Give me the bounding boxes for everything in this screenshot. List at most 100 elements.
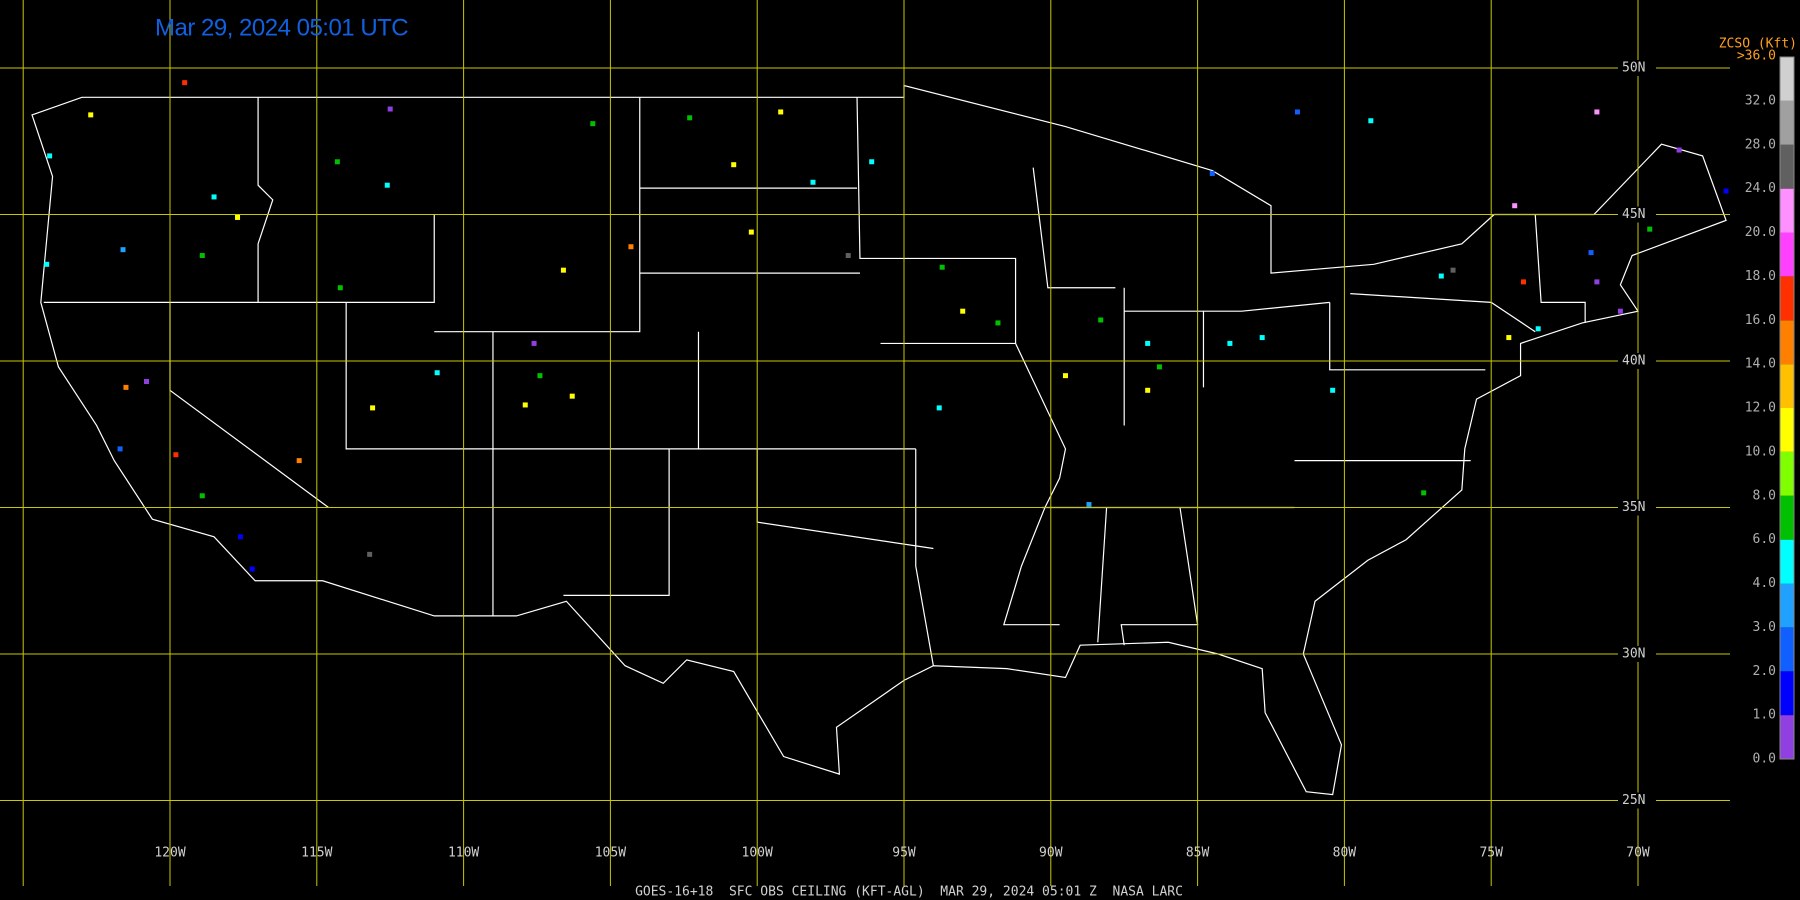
- station: [296, 458, 302, 464]
- colorbar-label: 20.0: [1745, 225, 1776, 240]
- station: [1294, 109, 1300, 115]
- longitude-label: 115W: [301, 846, 332, 861]
- colorbar-segment: [1780, 57, 1794, 101]
- colorbar-segment: [1780, 276, 1794, 321]
- station: [687, 115, 693, 121]
- colorbar-label: 8.0: [1753, 488, 1776, 503]
- station: [939, 264, 945, 270]
- station: [334, 159, 340, 165]
- colorbar-label: 12.0: [1745, 401, 1776, 416]
- station: [845, 253, 851, 259]
- latitude-label: 45N: [1622, 207, 1645, 222]
- station: [1647, 226, 1653, 232]
- colorbar-segment: [1780, 188, 1794, 233]
- colorbar-title: ZCSO (Kft): [1719, 37, 1797, 52]
- station: [1594, 109, 1600, 115]
- longitude-label: 120W: [154, 846, 185, 861]
- station: [1438, 273, 1444, 279]
- colorbar-segment: [1780, 627, 1794, 672]
- station: [235, 214, 241, 220]
- station: [1062, 373, 1068, 379]
- station: [1723, 188, 1729, 194]
- map-title: Mar 29, 2024 05:01 UTC: [155, 14, 408, 41]
- colorbar-label: >36.0: [1737, 49, 1776, 64]
- station: [1520, 279, 1526, 285]
- colorbar-label: 16.0: [1745, 313, 1776, 328]
- station: [249, 566, 255, 572]
- colorbar-segment: [1780, 320, 1794, 365]
- station: [1594, 279, 1600, 285]
- station: [628, 244, 634, 250]
- station: [1098, 317, 1104, 323]
- label-bg: [1618, 499, 1656, 516]
- station: [1450, 267, 1456, 273]
- colorbar-label: 28.0: [1745, 137, 1776, 152]
- colorbar-label: 4.0: [1753, 576, 1776, 591]
- colorbar-segment: [1780, 408, 1794, 452]
- station: [522, 402, 528, 408]
- latitude-label: 50N: [1622, 61, 1645, 76]
- station: [117, 446, 123, 452]
- label-bg: [1618, 353, 1656, 369]
- station: [1086, 502, 1092, 508]
- station: [367, 551, 373, 557]
- longitude-label: 100W: [742, 846, 773, 861]
- footer: GOES-16+18 SFC OBS CEILING (KFT-AGL) MAR…: [635, 885, 1183, 900]
- colorbar-segment: [1780, 100, 1794, 145]
- station: [1535, 326, 1541, 332]
- colorbar-label: 0.0: [1753, 752, 1776, 767]
- longitude-label: 105W: [595, 846, 626, 861]
- outlines: [32, 86, 1726, 795]
- station: [199, 253, 205, 259]
- station: [387, 106, 393, 112]
- colorbar-label: 10.0: [1745, 444, 1776, 459]
- station: [1588, 250, 1594, 256]
- latitude-label: 30N: [1622, 647, 1645, 662]
- colorbar-label: 6.0: [1753, 532, 1776, 547]
- station: [123, 384, 129, 390]
- station: [995, 320, 1001, 326]
- colorbar-frame: [1779, 56, 1795, 760]
- station: [1676, 147, 1682, 153]
- station: [337, 285, 343, 291]
- colorbar-segment: [1780, 451, 1794, 496]
- station: [537, 373, 543, 379]
- longitude-label: 80W: [1333, 846, 1357, 861]
- station: [569, 393, 575, 399]
- colorbar-segment: [1780, 715, 1794, 759]
- station: [182, 80, 188, 86]
- station: [144, 379, 150, 385]
- station: [560, 267, 566, 273]
- colorbar-segment: [1780, 364, 1794, 408]
- colorbar-segment: [1780, 232, 1794, 277]
- station: [1617, 308, 1623, 314]
- station: [237, 534, 243, 540]
- station: [731, 162, 737, 168]
- colorbar-label: 1.0: [1753, 708, 1776, 723]
- station: [434, 370, 440, 376]
- station: [1145, 387, 1151, 393]
- station: [47, 153, 53, 159]
- station: [590, 121, 596, 127]
- station: [199, 493, 205, 499]
- coastline: [32, 86, 1726, 795]
- station: [1512, 203, 1518, 209]
- colorbar-label: 2.0: [1753, 664, 1776, 679]
- station: [810, 179, 816, 185]
- station: [1506, 335, 1512, 341]
- station: [44, 261, 50, 267]
- latitude-label: 35N: [1622, 500, 1645, 515]
- colorbar-segment: [1780, 539, 1794, 584]
- longitude-label: 75W: [1479, 846, 1503, 861]
- longitude-label: 85W: [1186, 846, 1210, 861]
- label-bg: [1618, 60, 1656, 76]
- station: [1330, 387, 1336, 393]
- station: [211, 194, 217, 200]
- colorbar-segment: [1780, 583, 1794, 628]
- station: [936, 405, 942, 411]
- latitude-label: 40N: [1622, 354, 1645, 369]
- label-bg: [1618, 646, 1656, 662]
- station: [1259, 335, 1265, 341]
